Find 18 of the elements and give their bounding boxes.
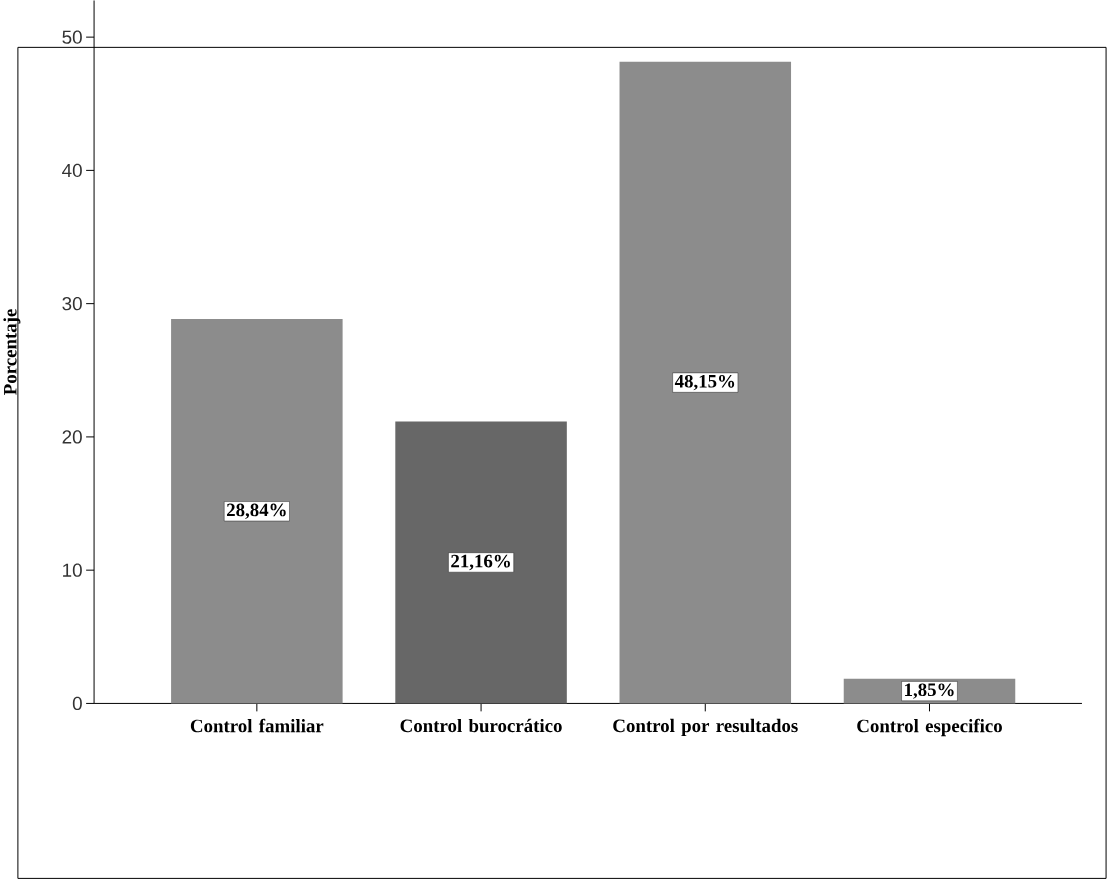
- y-tick-label: 40: [62, 163, 82, 177]
- data-label: 1,85%: [905, 683, 954, 699]
- x-tick-label: Control burocrático: [400, 718, 562, 733]
- bar: [619, 61, 792, 704]
- x-tick-label: Control familiar: [190, 718, 324, 733]
- y-tick-label: 10: [63, 563, 82, 577]
- data-label: 28,84%: [226, 503, 286, 519]
- bar: [395, 421, 567, 704]
- data-label: 48,15%: [674, 374, 735, 391]
- y-tick-label: 20: [62, 430, 82, 444]
- y-axis-title: Porcentaje: [3, 308, 21, 395]
- data-label: 21,16%: [451, 554, 510, 571]
- y-tick-label: 30: [62, 296, 82, 311]
- y-tick-label: 0: [72, 696, 82, 710]
- y-tick-label: 50: [62, 30, 82, 44]
- x-tick-label: Control especifico: [857, 718, 1002, 736]
- x-tick-label: Control por resultados: [613, 718, 798, 736]
- bar: [171, 318, 343, 704]
